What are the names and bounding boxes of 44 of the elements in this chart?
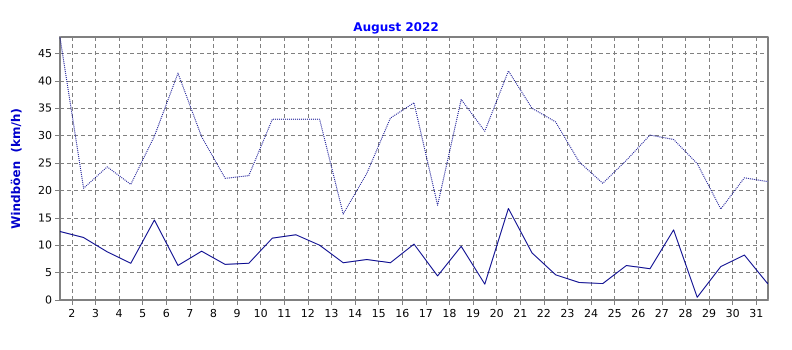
x-tick-label: 12 <box>300 307 315 320</box>
x-tick-label: 31 <box>749 307 764 320</box>
y-tick-label: 35 <box>38 102 52 115</box>
y-tick-label: 5 <box>45 266 52 280</box>
x-tick-label: 28 <box>678 307 692 320</box>
x-tick-label: 18 <box>442 307 456 320</box>
x-tick-label: 2 <box>68 307 76 320</box>
y-tick-label: 30 <box>38 129 52 142</box>
line-series <box>60 208 768 298</box>
x-tick-label: 27 <box>654 307 669 320</box>
x-tick-label: 20 <box>490 307 504 320</box>
x-tick-label: 7 <box>186 307 194 320</box>
x-tick-label: 10 <box>254 307 268 320</box>
x-tick-label: 9 <box>234 307 240 320</box>
x-tick-label: 14 <box>348 307 362 320</box>
y-tick-label: 0 <box>45 294 52 306</box>
x-tick-label: 3 <box>92 307 99 320</box>
x-tick-label: 17 <box>418 307 433 320</box>
x-tick-label: 26 <box>631 307 646 320</box>
x-tick-label: 29 <box>702 307 716 320</box>
x-tick-label: 25 <box>608 307 622 320</box>
x-tick-label: 23 <box>560 307 574 320</box>
y-tick-label: 20 <box>38 184 52 197</box>
y-axis-title: Windböen (km/h) <box>9 108 23 229</box>
x-tick-label: 22 <box>536 307 551 320</box>
x-tick-label: 24 <box>584 307 598 320</box>
y-tick-label: 15 <box>38 211 52 224</box>
x-tick-label: 11 <box>277 307 292 320</box>
x-tick-label: 21 <box>513 307 528 320</box>
x-tick-label: 19 <box>466 307 480 320</box>
x-tick-label: 6 <box>162 307 170 320</box>
x-tick-label: 4 <box>116 307 122 320</box>
x-tick-label: 8 <box>210 307 217 320</box>
line-series <box>60 37 768 214</box>
x-tick-label: 15 <box>372 307 386 320</box>
y-tick-label: 25 <box>38 156 52 170</box>
y-tick-label: 10 <box>38 238 52 252</box>
chart-title: August 2022 <box>353 20 439 34</box>
y-tick-label: 40 <box>38 74 52 88</box>
x-tick-label: 13 <box>324 307 338 320</box>
x-tick-label: 5 <box>139 307 146 320</box>
x-tick-label: 16 <box>395 307 410 320</box>
x-tick-label: 30 <box>726 307 740 320</box>
y-tick-label: 45 <box>38 46 52 60</box>
